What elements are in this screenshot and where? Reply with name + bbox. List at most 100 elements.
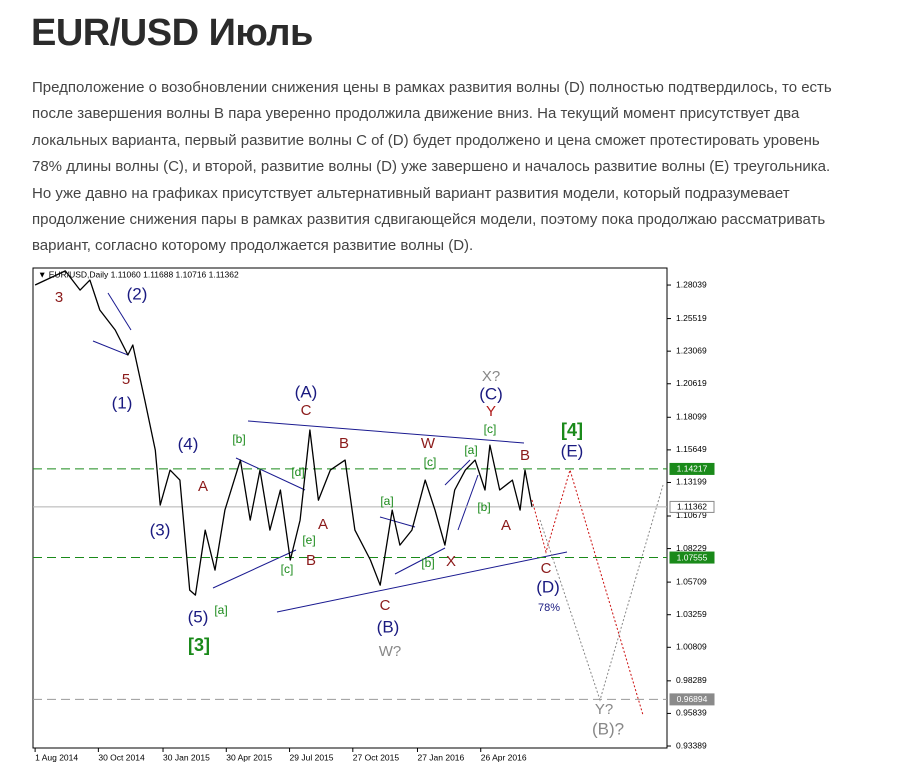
wave-label: A — [198, 478, 208, 495]
y-tick-label: 1.00809 — [676, 642, 707, 652]
trend-line — [235, 457, 306, 491]
wave-label: X? — [482, 368, 500, 385]
wave-label: (D) — [536, 577, 560, 596]
x-tick-label: 30 Jan 2015 — [163, 752, 210, 762]
y-tick-label: 0.93389 — [676, 740, 707, 750]
y-tick-label: 1.15649 — [676, 444, 707, 454]
y-tick-label: 1.28039 — [676, 279, 707, 289]
x-tick-label: 26 Apr 2016 — [481, 752, 527, 762]
wave-label: [a] — [214, 603, 227, 617]
wave-label: [c] — [424, 455, 437, 469]
wave-label: [b] — [421, 556, 434, 570]
wave-label: Y — [486, 403, 496, 420]
text-line: после завершения волны B пара уверенно п… — [32, 105, 800, 123]
article-text: Предположение о возобновлении снижения ц… — [32, 75, 902, 260]
chart-header: ▼ EUR/USD,Daily 1.11060 1.11688 1.10716 … — [38, 269, 239, 279]
wave-label: (C) — [479, 384, 503, 403]
wave-label: Y? — [595, 701, 613, 718]
level-label-box — [669, 500, 715, 513]
y-tick-label: 1.13199 — [676, 477, 707, 487]
wave-label: (3) — [150, 520, 171, 539]
text-line: Предположение о возобновлении снижения ц… — [32, 79, 832, 96]
wave-label: (B)? — [592, 719, 624, 738]
trend-line — [92, 340, 129, 356]
level-label: 1.14217 — [677, 464, 708, 474]
forecast-path — [531, 468, 644, 716]
x-tick-label: 27 Oct 2015 — [353, 752, 400, 762]
wave-label: W — [421, 435, 436, 452]
wave-label: (4) — [178, 434, 199, 453]
x-tick-label: 29 Jul 2015 — [290, 752, 334, 762]
wave-label: X — [446, 553, 456, 570]
trend-line — [212, 549, 297, 589]
text-line: продолжение снижения пары в рамках разви… — [32, 211, 826, 229]
wave-label: [b] — [477, 500, 490, 514]
trend-line — [379, 516, 416, 528]
trend-line — [247, 420, 525, 444]
level-label-box — [669, 551, 715, 564]
wave-label: (B) — [377, 617, 400, 636]
y-tick-label: 1.20619 — [676, 378, 707, 388]
trend-line — [444, 459, 471, 486]
y-tick-label: 1.23069 — [676, 345, 707, 355]
wave-label: [c] — [484, 422, 497, 436]
text-line: вариант, согласно которому продолжается … — [32, 237, 474, 255]
wave-label: 3 — [55, 289, 63, 306]
wave-label: (1) — [112, 393, 133, 412]
wave-label: 78% — [538, 602, 560, 614]
y-tick-label: 1.18099 — [676, 412, 707, 422]
wave-label: B — [339, 435, 349, 452]
y-tick-label: 1.03259 — [676, 609, 707, 619]
wave-label: [e] — [302, 533, 315, 547]
wave-label: (A) — [295, 382, 318, 401]
trend-line — [276, 551, 568, 613]
wave-label: C — [541, 560, 552, 577]
y-tick-label: 1.10679 — [676, 510, 707, 520]
wave-label: [a] — [380, 494, 393, 508]
level-label: 0.96894 — [677, 694, 708, 704]
wave-label: [d] — [291, 465, 304, 479]
level-label: 1.11362 — [677, 502, 707, 512]
y-tick-label: 1.25519 — [676, 313, 707, 323]
wave-label: [4] — [561, 420, 583, 440]
plot-frame — [32, 267, 668, 749]
trend-lines — [92, 292, 568, 613]
x-tick-label: 30 Oct 2014 — [98, 752, 145, 762]
wave-label: [a] — [464, 443, 477, 457]
wave-label: B — [306, 552, 316, 569]
x-tick-label: 1 Aug 2014 — [35, 752, 78, 762]
wave-label: B — [520, 447, 530, 464]
text-line: локальных варианта, первый развитие волн… — [32, 131, 820, 149]
level-label-box — [669, 462, 715, 475]
wave-label: W? — [379, 643, 402, 660]
trend-line — [107, 292, 132, 331]
x-tick-label: 27 Jan 2016 — [417, 752, 464, 762]
wave-label: C — [380, 597, 391, 614]
wave-label: [c] — [281, 562, 294, 576]
wave-label: A — [501, 517, 511, 534]
level-label-box — [669, 693, 715, 706]
text-line: 78% длины волны (C), и второй, развитие … — [32, 158, 831, 176]
y-tick-label: 1.05709 — [676, 576, 707, 586]
wave-label: (2) — [127, 284, 148, 303]
trend-line — [394, 547, 446, 575]
page-title: EUR/USD Июль — [31, 12, 313, 54]
wave-label: [3] — [188, 635, 210, 655]
wave-label: (E) — [561, 441, 584, 460]
wave-label: (5) — [188, 607, 209, 626]
forecast-path — [539, 484, 664, 702]
price-line — [34, 270, 533, 596]
x-tick-label: 30 Apr 2015 — [226, 752, 272, 762]
wave-label: [b] — [232, 432, 245, 446]
text-line: Но уже давно на графиках присутствует ал… — [32, 184, 790, 202]
y-tick-label: 0.95839 — [676, 708, 707, 718]
wave-label: A — [318, 516, 328, 533]
y-tick-label: 0.98289 — [676, 675, 707, 685]
y-tick-label: 1.08229 — [676, 543, 707, 553]
wave-label: C — [301, 402, 312, 419]
wave-label: 5 — [122, 371, 130, 388]
level-label: 1.07555 — [677, 552, 708, 562]
trend-line — [457, 474, 479, 531]
